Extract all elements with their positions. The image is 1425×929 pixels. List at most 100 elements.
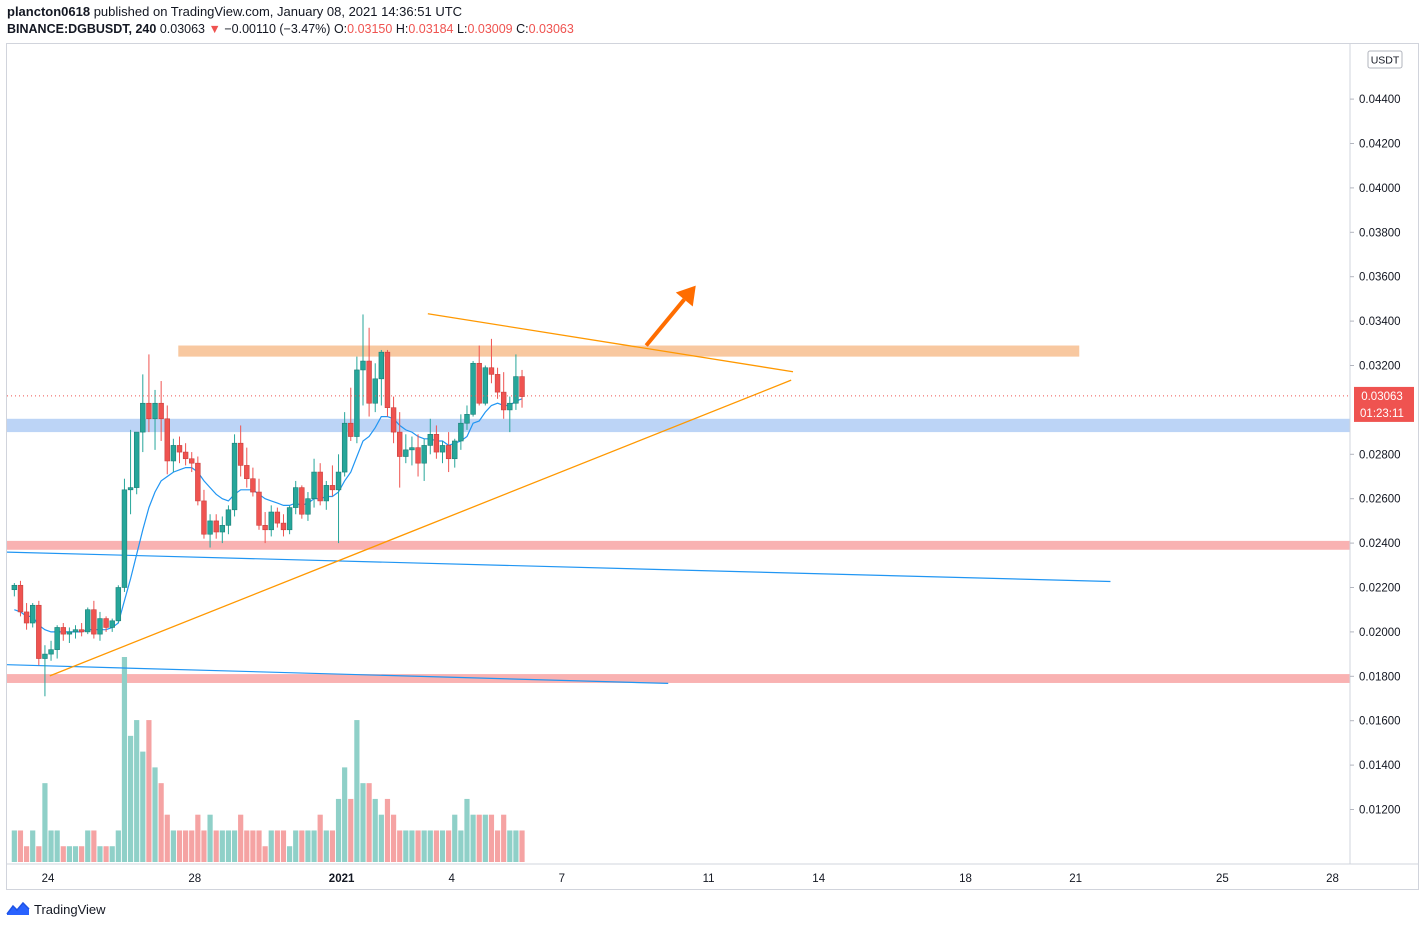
candle-body xyxy=(158,402,164,420)
candle-bear xyxy=(182,443,189,466)
volume-bar xyxy=(335,798,342,862)
channel-line-upper xyxy=(7,551,1111,583)
volume-bar xyxy=(494,830,501,862)
chart-frame[interactable]: 0.04400 0.04200 0.04000 0.03800 0.03600 0.034… xyxy=(6,43,1419,890)
support-red-zone-2 xyxy=(7,674,1350,683)
candle-body xyxy=(458,422,464,442)
candle-bull xyxy=(29,603,36,628)
author-name[interactable]: plancton0618 xyxy=(7,4,91,19)
candle-body xyxy=(476,362,482,404)
volume-bar xyxy=(433,830,439,862)
volume-bar xyxy=(231,830,238,862)
candle-bull xyxy=(311,458,317,508)
time-tick-label: 21 xyxy=(1069,873,1082,885)
symbol-name[interactable]: BINANCE:DGBUSDT, 240 xyxy=(7,22,157,36)
volume-bar xyxy=(378,814,384,862)
candle-body xyxy=(115,587,122,622)
candle-bull xyxy=(305,492,311,521)
candle-bull xyxy=(372,363,378,413)
volume-bar xyxy=(311,830,317,862)
candle-body xyxy=(268,511,274,531)
volume-bar xyxy=(170,830,176,862)
volume-bar xyxy=(452,814,458,862)
candle-bear xyxy=(262,512,268,544)
volume-bar xyxy=(409,830,415,862)
candle-body xyxy=(421,445,427,464)
candle-body xyxy=(494,374,501,393)
candle-body xyxy=(341,422,348,473)
volume-bar xyxy=(42,783,48,862)
candle-body xyxy=(415,447,421,464)
candle-body xyxy=(182,451,189,460)
candle-bear xyxy=(158,381,164,441)
volume-bar xyxy=(488,814,495,862)
candle-bear xyxy=(519,369,525,408)
candle-bull xyxy=(341,412,348,477)
candle-body xyxy=(360,360,366,371)
candle-body xyxy=(250,478,256,493)
candle-bear xyxy=(164,405,170,475)
candle-body xyxy=(152,402,158,420)
volume-bar xyxy=(201,830,207,862)
triangle-lower-trendline xyxy=(49,379,792,677)
candle-body xyxy=(280,522,287,531)
candle-bull xyxy=(85,607,91,635)
candle-bear xyxy=(390,396,397,444)
volume-bar xyxy=(189,830,195,862)
candle-bull xyxy=(231,434,238,517)
volume-bar xyxy=(238,814,244,862)
volume-bar xyxy=(140,751,146,862)
volume-bar xyxy=(30,830,36,862)
volume-bar xyxy=(176,830,183,862)
candle-body xyxy=(17,584,24,613)
time-tick-label: 4 xyxy=(448,873,455,885)
candle-body xyxy=(66,631,73,635)
volume-bar xyxy=(127,735,134,862)
currency-badge[interactable]: USDT xyxy=(1367,50,1403,69)
candle-body xyxy=(513,376,519,404)
volume-bar xyxy=(501,814,507,862)
candle-bull xyxy=(268,505,274,537)
volume-bar xyxy=(317,814,323,862)
candle-body xyxy=(366,360,372,404)
price-tick-label: 0.01200 xyxy=(1359,805,1401,817)
volume-bar xyxy=(299,830,305,862)
price-chart[interactable]: 0.04400 0.04200 0.04000 0.03800 0.03600 0.034… xyxy=(7,44,1418,889)
candle-body xyxy=(78,629,85,633)
price-tick-label: 0.02600 xyxy=(1359,494,1401,506)
candle-bear xyxy=(415,434,421,477)
candle-bull xyxy=(72,625,79,639)
candle-body xyxy=(213,520,219,533)
candle-bull xyxy=(48,640,54,661)
volume-bar xyxy=(97,846,103,862)
volume-bar xyxy=(274,830,280,862)
candle-body xyxy=(433,434,440,453)
volume-bar xyxy=(286,846,293,862)
footer-brand[interactable]: TradingView xyxy=(34,901,106,917)
candle-bear xyxy=(91,600,97,639)
candle-bull xyxy=(115,585,122,624)
tradingview-logo-icon[interactable] xyxy=(6,901,30,917)
candle-body xyxy=(372,378,378,404)
price-tick-label: 0.01800 xyxy=(1359,671,1401,683)
candle-body xyxy=(164,418,170,462)
volume-bar xyxy=(470,814,476,862)
candle-body xyxy=(317,471,323,502)
candle-bull xyxy=(293,480,299,515)
volume-bar xyxy=(513,830,519,862)
candle-body xyxy=(262,525,268,531)
channel-line-lower xyxy=(7,664,669,685)
candle-body xyxy=(201,500,207,535)
change-down-icon: ▼ xyxy=(208,22,221,36)
candle-bear xyxy=(445,432,452,473)
candle-body xyxy=(237,442,244,466)
candle-body xyxy=(146,402,152,420)
candle-body xyxy=(500,391,507,411)
candle-body xyxy=(207,520,213,535)
candle-body xyxy=(390,407,397,433)
volume-bar xyxy=(164,814,170,862)
candle-body xyxy=(427,434,433,446)
price-tick-label: 0.01400 xyxy=(1359,760,1401,772)
candle-bear xyxy=(250,467,256,497)
candle-bear xyxy=(201,489,207,539)
